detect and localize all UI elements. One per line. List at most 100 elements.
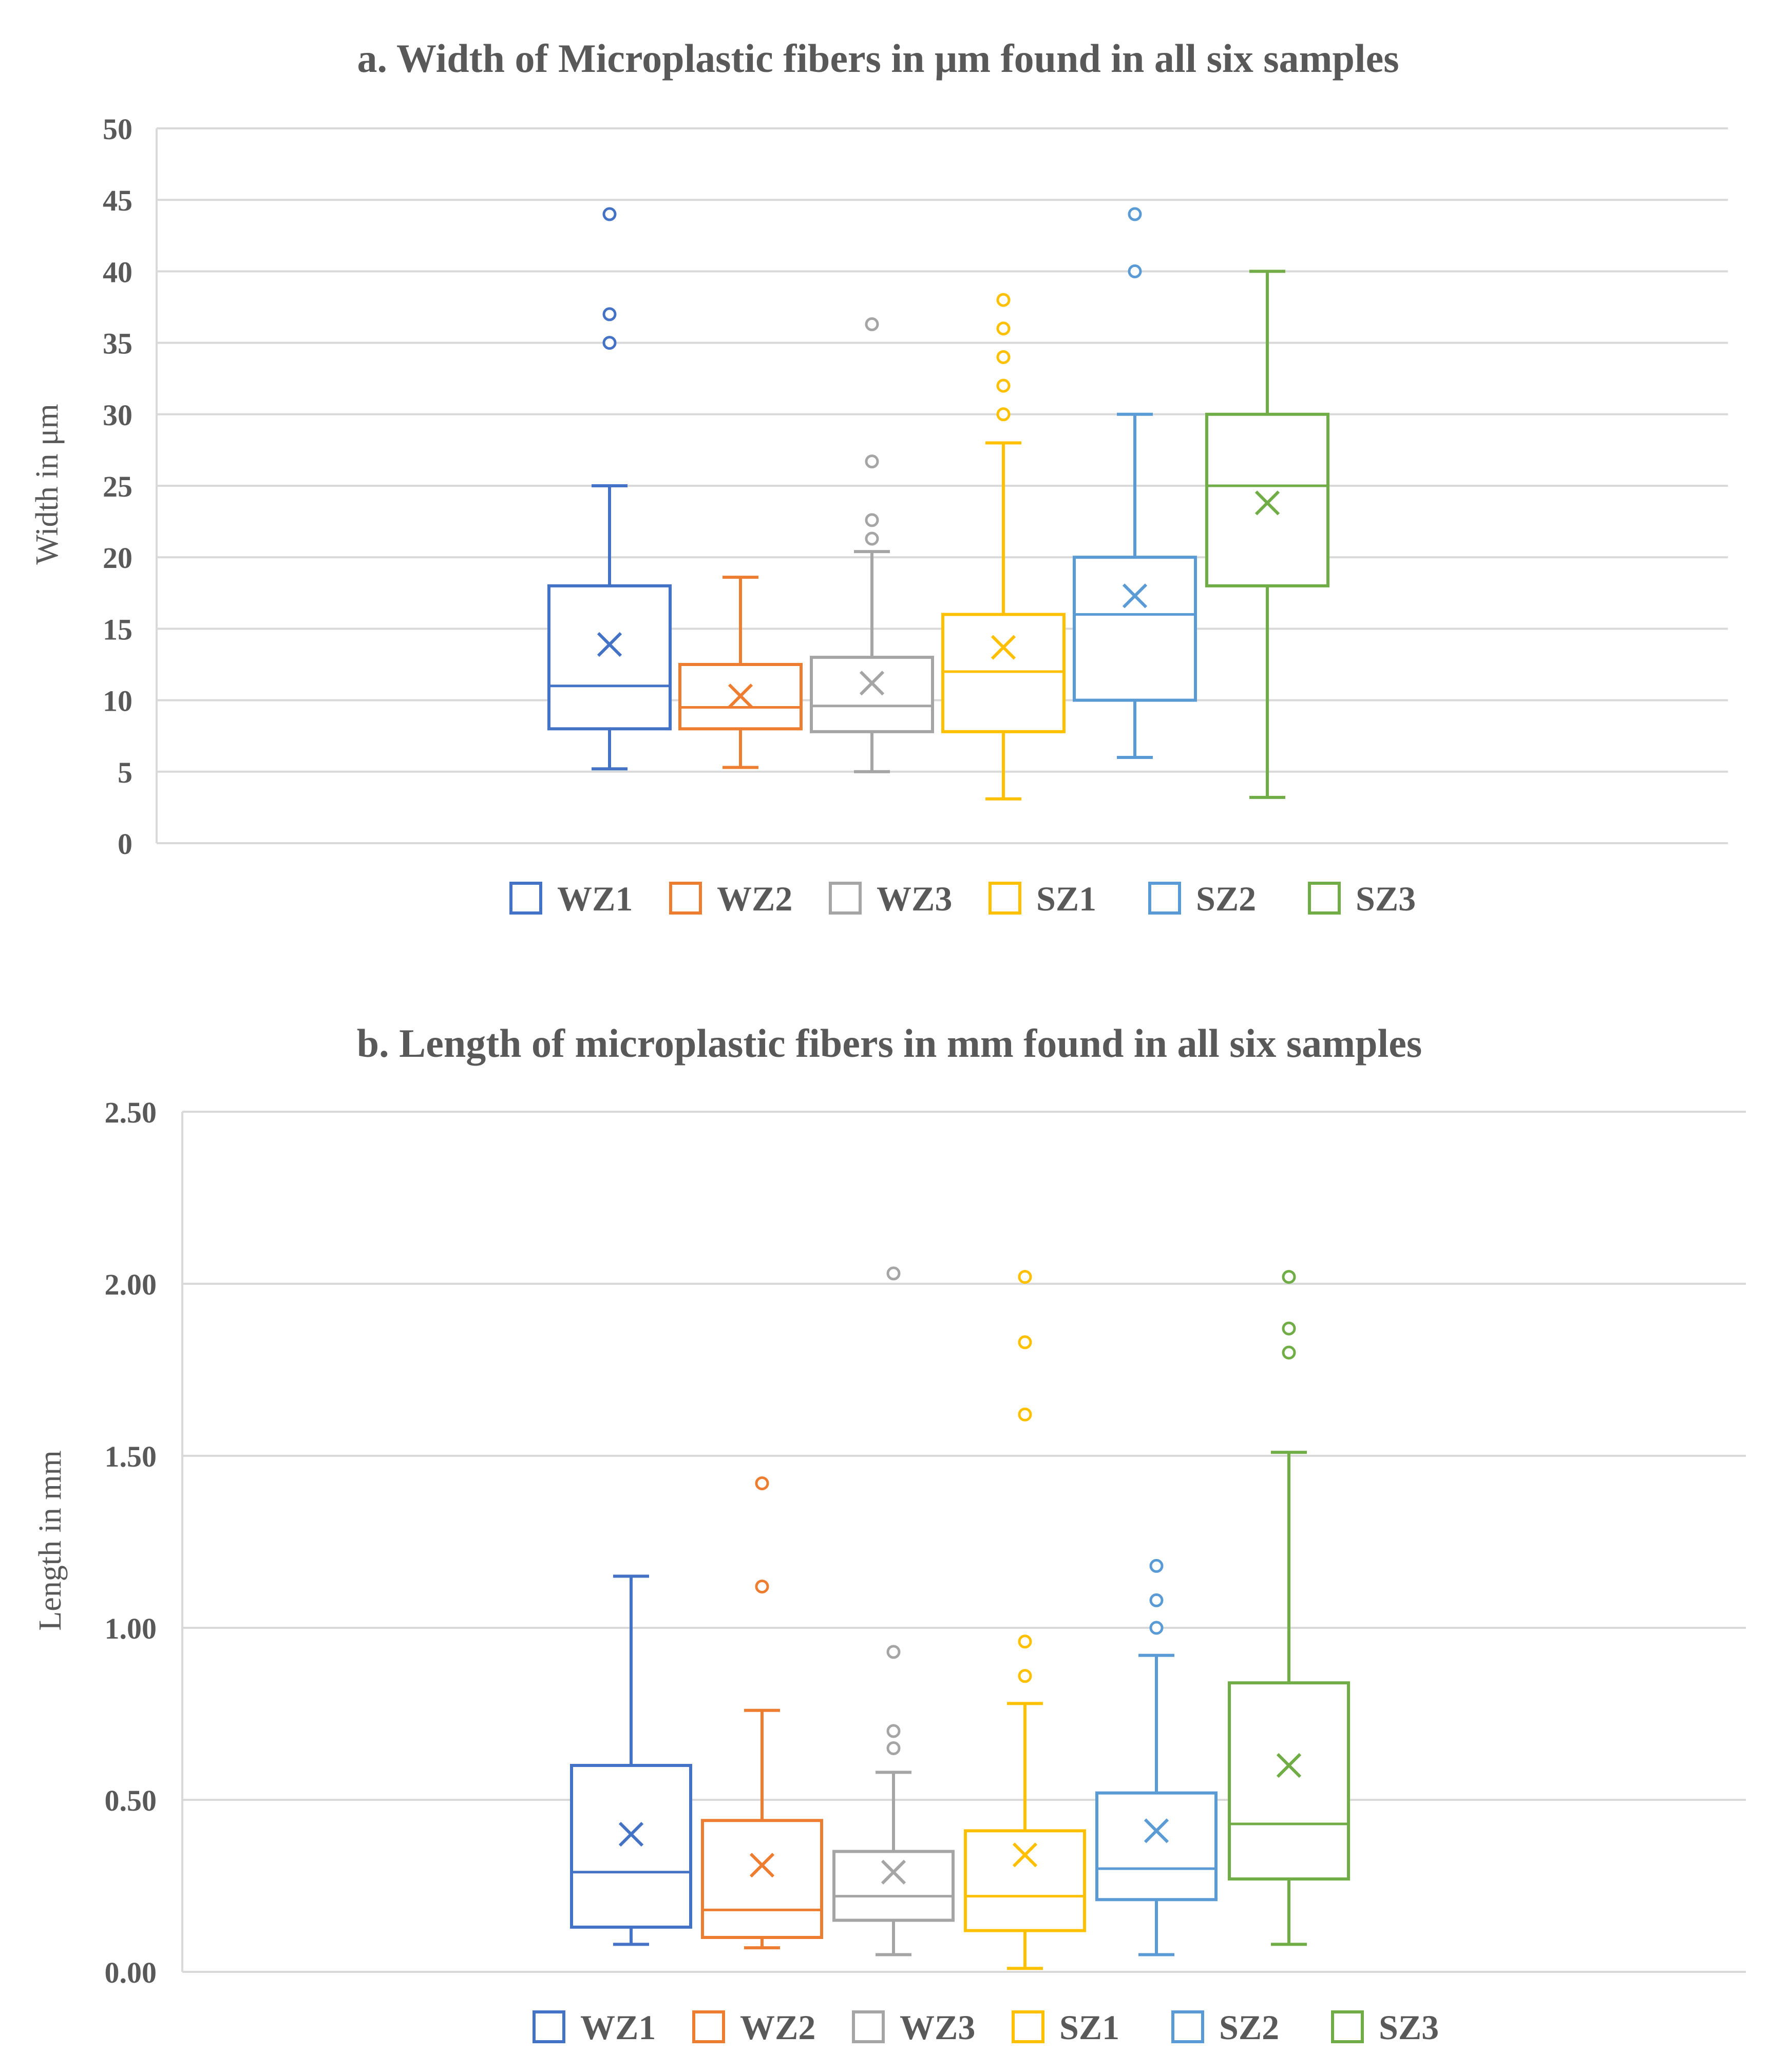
outlier-point xyxy=(996,293,1011,307)
iqr-box xyxy=(964,1829,1086,1932)
mean-marker xyxy=(749,1853,775,1878)
y-tick-label: 20 xyxy=(103,541,132,575)
mean-marker xyxy=(1276,1753,1302,1778)
outlier-point xyxy=(1018,1408,1032,1422)
legend-label: WZ3 xyxy=(900,2008,975,2047)
outlier-point xyxy=(886,1724,901,1738)
box-wz1 xyxy=(570,1574,692,1946)
iqr-box xyxy=(1205,412,1329,587)
legend-entry-sz2: SZ2 xyxy=(1171,2008,1279,2047)
outlier-point xyxy=(1018,1634,1032,1649)
mean-marker xyxy=(728,683,753,709)
mean-marker xyxy=(1144,1818,1169,1843)
outlier-point xyxy=(1282,1345,1296,1360)
legend-entry-sz2: SZ2 xyxy=(1148,879,1256,918)
box-wz2 xyxy=(678,576,803,769)
mean-marker xyxy=(597,632,622,657)
y-tick-label: 2.00 xyxy=(105,1268,157,1301)
mean-marker xyxy=(859,671,885,696)
box-wz1 xyxy=(547,207,672,771)
outlier-point xyxy=(996,350,1011,364)
box-sz3 xyxy=(1205,270,1329,799)
legend-entry-wz2: WZ2 xyxy=(692,2008,815,2047)
y-tick-label: 30 xyxy=(103,398,132,432)
legend-label: WZ2 xyxy=(740,2008,815,2047)
outlier-point xyxy=(602,307,617,321)
mean-marker xyxy=(1122,583,1148,609)
y-tick-label: 50 xyxy=(103,112,132,146)
y-tick-label: 2.50 xyxy=(105,1096,157,1129)
chart-a-title: a. Width of Microplastic fibers in μm fo… xyxy=(357,36,1399,81)
legend-entry-wz3: WZ3 xyxy=(852,2008,975,2047)
chart-b-title: b. Length of microplastic fibers in mm f… xyxy=(357,1021,1422,1066)
outlier-point xyxy=(886,1266,901,1281)
legend-label: WZ3 xyxy=(877,879,952,918)
chart-b-y-axis-label: Length in mm xyxy=(33,1450,68,1630)
box-wz3 xyxy=(832,1266,955,1956)
legend-label: WZ1 xyxy=(557,879,633,918)
box-sz2 xyxy=(1095,1558,1218,1956)
legend-label: WZ1 xyxy=(580,2008,656,2047)
outlier-point xyxy=(755,1476,769,1491)
legend-swatch xyxy=(829,882,862,915)
outlier-point xyxy=(865,454,879,469)
outlier-point xyxy=(1018,1335,1032,1349)
legend-entry-sz3: SZ3 xyxy=(1331,2008,1439,2047)
legend-swatch xyxy=(692,2010,725,2043)
iqr-box xyxy=(832,1850,955,1922)
outlier-point xyxy=(602,207,617,221)
outlier-point xyxy=(1018,1669,1032,1683)
iqr-box xyxy=(1073,556,1197,702)
iqr-box xyxy=(810,656,934,733)
y-tick-label: 1.50 xyxy=(105,1440,157,1473)
legend-label: SZ2 xyxy=(1196,879,1256,918)
outlier-point xyxy=(865,531,879,546)
mean-marker xyxy=(618,1821,644,1847)
legend-entry-wz1: WZ1 xyxy=(509,879,633,918)
outlier-point xyxy=(865,317,879,331)
legend-entry-wz3: WZ3 xyxy=(829,879,952,918)
iqr-box xyxy=(1228,1681,1350,1881)
outlier-point xyxy=(886,1741,901,1755)
legend-swatch xyxy=(1148,882,1181,915)
iqr-box xyxy=(941,613,1066,733)
y-tick-label: 0.50 xyxy=(105,1784,157,1817)
box-sz1 xyxy=(964,1270,1086,1970)
width-box-chart: a. Width of Microplastic fibers in μm fo… xyxy=(30,36,1728,918)
box-sz2 xyxy=(1073,207,1197,759)
outlier-point xyxy=(755,1580,769,1594)
outlier-point xyxy=(1128,264,1142,278)
iqr-box xyxy=(547,584,672,731)
legend-entry-sz3: SZ3 xyxy=(1308,879,1416,918)
legend-entry-sz1: SZ1 xyxy=(988,879,1096,918)
y-tick-label: 40 xyxy=(103,255,132,289)
box-wz2 xyxy=(701,1476,823,1950)
iqr-box xyxy=(701,1819,823,1939)
chart-a-y-axis-label: Width in μm xyxy=(30,404,65,564)
y-tick-label: 35 xyxy=(103,327,132,360)
outlier-point xyxy=(865,513,879,527)
legend-label: SZ3 xyxy=(1356,879,1416,918)
y-tick-label: 5 xyxy=(118,756,132,789)
y-tick-label: 0 xyxy=(118,827,132,861)
outlier-point xyxy=(1149,1621,1164,1635)
outlier-point xyxy=(886,1645,901,1659)
mean-marker xyxy=(1012,1842,1038,1868)
y-tick-label: 1.00 xyxy=(105,1612,157,1645)
iqr-box xyxy=(1095,1791,1218,1902)
y-tick-label: 25 xyxy=(103,470,132,503)
outlier-point xyxy=(602,336,617,350)
chart-b-legend: WZ1 WZ2 WZ3 SZ1 SZ2 SZ3 xyxy=(533,2008,1439,2047)
outlier-point xyxy=(1128,207,1142,221)
outlier-point xyxy=(996,321,1011,336)
length-box-chart: b. Length of microplastic fibers in mm f… xyxy=(33,1021,1746,2047)
legend-swatch xyxy=(1308,882,1341,915)
legend-label: SZ1 xyxy=(1059,2008,1119,2047)
legend-swatch xyxy=(1171,2010,1204,2043)
y-tick-label: 0.00 xyxy=(105,1956,157,1989)
iqr-box xyxy=(570,1764,692,1929)
mean-marker xyxy=(881,1859,906,1885)
box-sz3 xyxy=(1228,1270,1350,1946)
outlier-point xyxy=(1018,1270,1032,1284)
